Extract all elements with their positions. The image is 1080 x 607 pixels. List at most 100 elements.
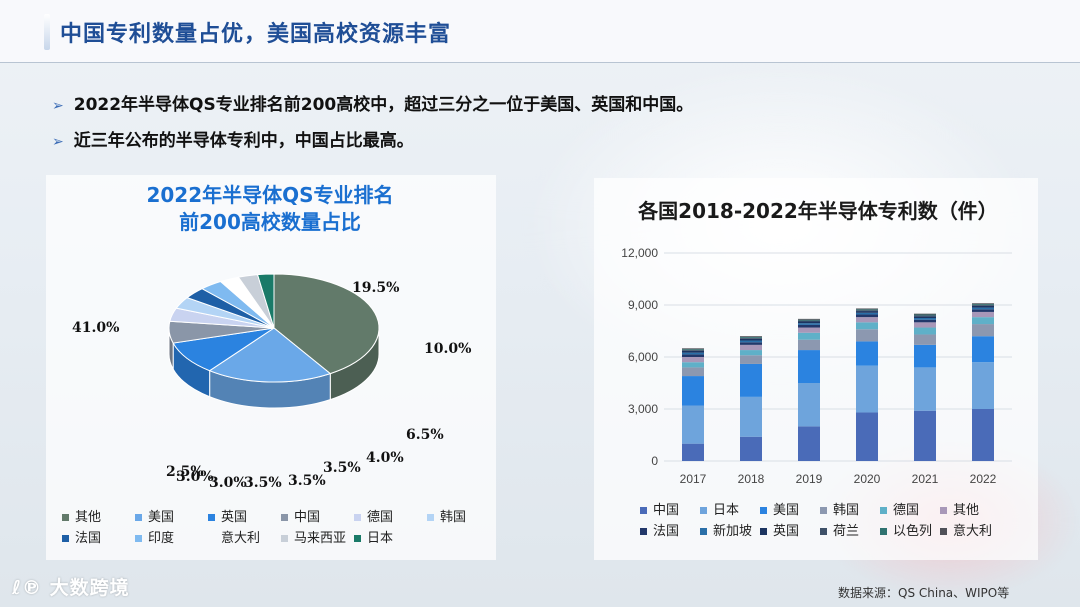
bar-segment-英国-2019 bbox=[798, 321, 820, 324]
page-title: 中国专利数量占优，美国高校资源丰富 bbox=[60, 22, 452, 47]
bar-grid: 0 3,000 6,000 9,000 12,000 bbox=[621, 246, 1012, 468]
legend-label: 韩国 bbox=[440, 510, 467, 525]
legend-label: 印度 bbox=[148, 531, 175, 546]
pie-label-美国: 19.5% bbox=[352, 280, 399, 296]
bar-legend-item: 其他 bbox=[940, 499, 979, 518]
bar-segment-以色列-2022 bbox=[972, 304, 994, 305]
bar-segment-美国-2020 bbox=[856, 341, 878, 366]
bar-segment-新加坡-2018 bbox=[740, 340, 762, 343]
bar-segment-德国-2019 bbox=[798, 332, 820, 340]
title-bar bbox=[0, 0, 1080, 62]
bar-segment-法国-2017 bbox=[682, 354, 704, 357]
bullet-2: ➢ 近三年公布的半导体专利中，中国占比最高。 bbox=[52, 126, 414, 151]
legend-swatch bbox=[62, 535, 69, 542]
pie-label-意大利: 3.0% bbox=[209, 475, 247, 491]
legend-label: 中国 bbox=[653, 503, 680, 518]
legend-swatch bbox=[760, 528, 767, 535]
bar-segment-韩国-2019 bbox=[798, 339, 820, 351]
legend-swatch bbox=[135, 514, 142, 521]
bar-segment-荷兰-2022 bbox=[972, 305, 994, 306]
bar-segment-德国-2020 bbox=[856, 322, 878, 330]
bar-segment-韩国-2020 bbox=[856, 329, 878, 342]
x-tick-label: 2018 bbox=[738, 472, 765, 486]
bar-segment-法国-2021 bbox=[914, 319, 936, 323]
bar-segment-中国-2017 bbox=[682, 443, 704, 461]
bar-legend-item: 美国 bbox=[760, 499, 799, 518]
legend-swatch bbox=[940, 507, 947, 514]
bar-segment-德国-2017 bbox=[682, 362, 704, 368]
pie-legend-item: 其他 bbox=[62, 506, 101, 525]
legend-label: 中国 bbox=[294, 510, 321, 525]
pie-legend-item: 德国 bbox=[354, 506, 393, 525]
bar-legend-item: 以色列 bbox=[880, 520, 932, 539]
pie-legend-item: 法国 bbox=[62, 527, 101, 546]
legend-label: 马来西亚 bbox=[294, 531, 347, 546]
bar-segment-新加坡-2022 bbox=[972, 307, 994, 310]
legend-swatch bbox=[940, 528, 947, 535]
pie-legend-item: 印度 bbox=[135, 527, 174, 546]
bar-segment-其他-2022 bbox=[972, 311, 994, 318]
legend-label: 日本 bbox=[367, 531, 394, 546]
x-tick-label: 2021 bbox=[912, 472, 939, 486]
bar-legend-item: 中国 bbox=[640, 499, 679, 518]
bar-stacks: 2017 2018 2019 2020 2021 2022 bbox=[680, 303, 997, 486]
bar-segment-中国-2021 bbox=[914, 410, 936, 461]
bar-segment-意大利-2017 bbox=[682, 348, 704, 350]
legend-label: 其他 bbox=[953, 503, 980, 518]
bar-segment-新加坡-2017 bbox=[682, 352, 704, 355]
bar-segment-其他-2021 bbox=[914, 322, 936, 328]
bar-segment-日本-2022 bbox=[972, 362, 994, 409]
bar-segment-荷兰-2018 bbox=[740, 337, 762, 339]
bar-segment-英国-2022 bbox=[972, 305, 994, 308]
pie-legend: 其他 美国 英国 中国 德国 韩国 法国 印度 意大利 马来西亚 日本 bbox=[62, 506, 492, 550]
pie-slice-美国 bbox=[208, 327, 332, 383]
bar-segment-德国-2021 bbox=[914, 327, 936, 335]
bar-legend-item: 日本 bbox=[700, 499, 739, 518]
pie-legend-item: 中国 bbox=[281, 506, 320, 525]
legend-label: 其他 bbox=[75, 510, 102, 525]
brand-logo: ℓ℗ 大数跨境 bbox=[12, 573, 130, 600]
legend-swatch bbox=[354, 514, 361, 521]
bar-legend-item: 德国 bbox=[880, 499, 919, 518]
bar-segment-韩国-2021 bbox=[914, 334, 936, 345]
pie-legend-item: 韩国 bbox=[427, 506, 466, 525]
pie-slice-日本 bbox=[256, 273, 275, 329]
bar-segment-德国-2018 bbox=[740, 350, 762, 356]
legend-label: 以色列 bbox=[893, 524, 933, 539]
bar-segment-以色列-2019 bbox=[798, 319, 820, 321]
bar-segment-意大利-2019 bbox=[798, 318, 820, 320]
bar-segment-日本-2021 bbox=[914, 367, 936, 411]
arrow-icon: ➢ bbox=[52, 134, 64, 150]
legend-label: 美国 bbox=[773, 503, 800, 518]
legend-label: 新加坡 bbox=[713, 524, 753, 539]
y-tick-label: 12,000 bbox=[621, 246, 658, 260]
bar-segment-以色列-2018 bbox=[740, 337, 762, 338]
bar-segment-日本-2020 bbox=[856, 365, 878, 413]
bar-legend-item: 英国 bbox=[760, 520, 799, 539]
pie-label-中国: 6.5% bbox=[406, 427, 444, 443]
x-tick-label: 2020 bbox=[854, 472, 881, 486]
bar-segment-法国-2018 bbox=[740, 342, 762, 345]
bar-segment-意大利-2022 bbox=[972, 303, 994, 305]
pie-labels: 41.0%19.5%10.0%6.5%4.0%3.5%3.5%3.5%3.0%3… bbox=[72, 280, 471, 491]
pie-label-印度: 3.5% bbox=[244, 475, 282, 491]
legend-swatch bbox=[427, 514, 434, 521]
legend-label: 德国 bbox=[893, 503, 920, 518]
pie-tops bbox=[168, 273, 380, 383]
bar-segment-中国-2020 bbox=[856, 412, 878, 461]
bar-legend-item: 韩国 bbox=[820, 499, 859, 518]
pie-legend-item: 英国 bbox=[208, 506, 247, 525]
y-tick-label: 3,000 bbox=[628, 402, 658, 416]
bullet-text: 近三年公布的半导体专利中，中国占比最高。 bbox=[73, 131, 414, 151]
logo-text: 大数跨境 bbox=[49, 577, 130, 599]
x-tick-label: 2017 bbox=[680, 472, 707, 486]
bar-segment-意大利-2021 bbox=[914, 313, 936, 315]
bar-segment-荷兰-2017 bbox=[682, 350, 704, 351]
pie-title-line1: 2022年半导体QS专业排名 bbox=[146, 183, 394, 207]
pie-legend-item: 意大利 bbox=[208, 527, 260, 546]
bar-segment-英国-2021 bbox=[914, 316, 936, 318]
bar-segment-以色列-2021 bbox=[914, 314, 936, 316]
y-tick-label: 6,000 bbox=[628, 350, 658, 364]
bar-segment-新加坡-2021 bbox=[914, 318, 936, 320]
legend-swatch bbox=[760, 507, 767, 514]
